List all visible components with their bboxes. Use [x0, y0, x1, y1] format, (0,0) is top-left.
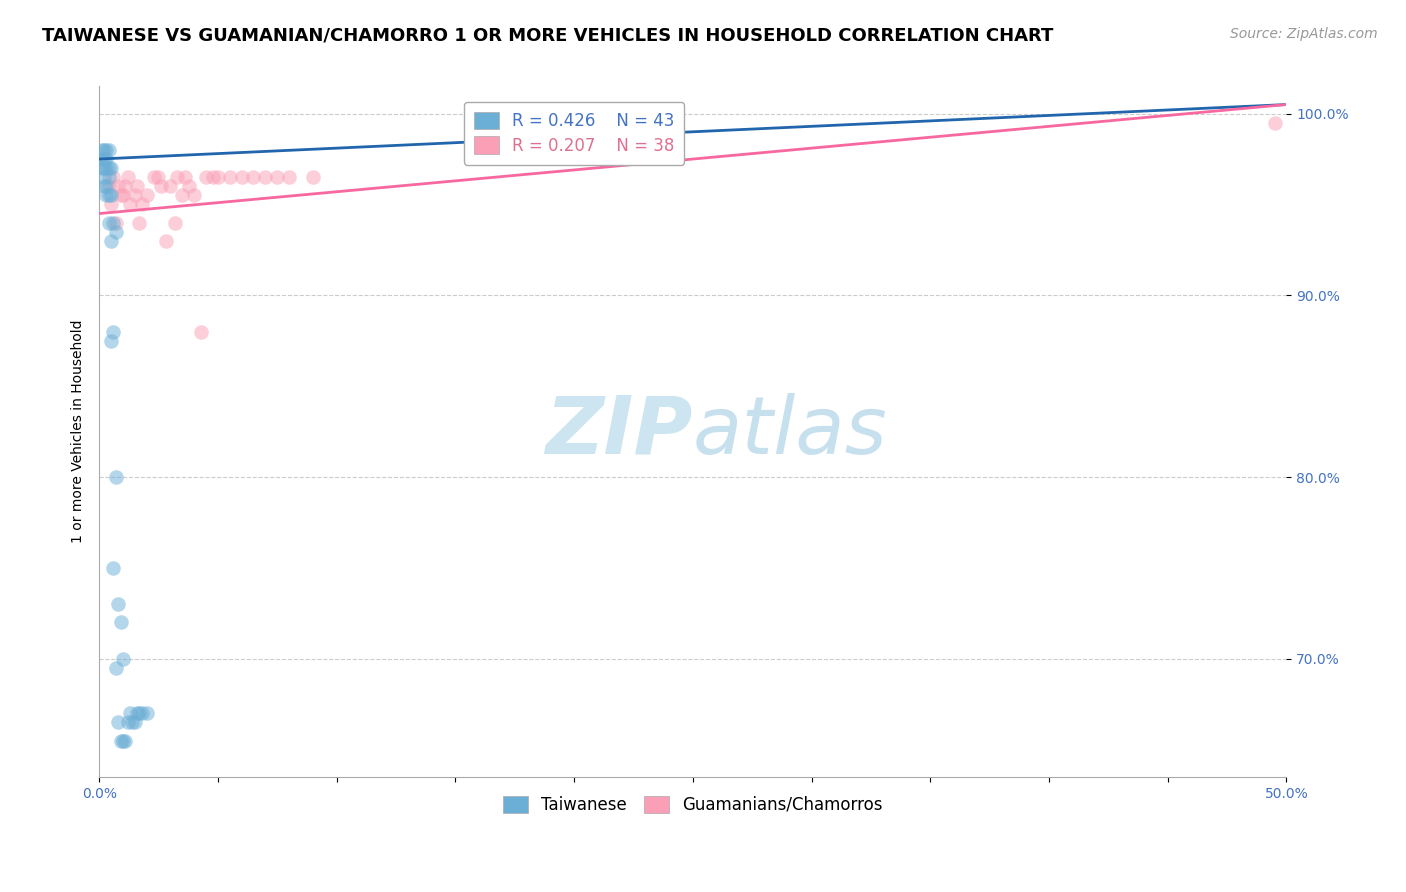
Text: Source: ZipAtlas.com: Source: ZipAtlas.com	[1230, 27, 1378, 41]
Point	[103, 325, 125, 339]
Point	[124, 188, 146, 202]
Point	[90, 143, 112, 157]
Point	[104, 216, 127, 230]
Point	[135, 706, 157, 721]
Point	[266, 170, 288, 185]
Point	[110, 615, 132, 630]
Legend: Taiwanese, Guamanians/Chamorros: Taiwanese, Guamanians/Chamorros	[494, 786, 893, 824]
Point	[118, 706, 141, 721]
Point	[104, 470, 127, 484]
Point	[195, 170, 218, 185]
Point	[278, 170, 301, 185]
Point	[111, 188, 134, 202]
Point	[107, 715, 129, 730]
Point	[96, 188, 118, 202]
Point	[100, 188, 122, 202]
Point	[103, 561, 125, 575]
Point	[166, 170, 188, 185]
Point	[93, 170, 115, 185]
Point	[96, 143, 118, 157]
Text: TAIWANESE VS GUAMANIAN/CHAMORRO 1 OR MORE VEHICLES IN HOUSEHOLD CORRELATION CHAR: TAIWANESE VS GUAMANIAN/CHAMORRO 1 OR MOR…	[42, 27, 1053, 45]
Point	[190, 325, 212, 339]
Point	[121, 715, 143, 730]
Point	[111, 652, 134, 666]
Point	[107, 597, 129, 611]
Point	[100, 234, 122, 248]
Point	[93, 179, 115, 194]
Text: atlas: atlas	[693, 392, 887, 471]
Point	[97, 188, 120, 202]
Point	[114, 733, 136, 747]
Point	[302, 170, 325, 185]
Point	[103, 170, 125, 185]
Point	[96, 152, 118, 166]
Point	[90, 152, 112, 166]
Point	[100, 197, 122, 211]
Y-axis label: 1 or more Vehicles in Household: 1 or more Vehicles in Household	[72, 320, 86, 543]
Point	[179, 179, 201, 194]
Point	[117, 715, 139, 730]
Point	[131, 706, 153, 721]
Point	[131, 197, 153, 211]
Point	[97, 179, 120, 194]
Point	[93, 143, 115, 157]
Point	[111, 733, 134, 747]
Point	[110, 188, 132, 202]
Point	[118, 197, 141, 211]
Point	[97, 216, 120, 230]
Point	[127, 179, 149, 194]
Point	[155, 234, 177, 248]
Point	[96, 161, 118, 175]
Point	[254, 170, 277, 185]
Point	[90, 161, 112, 175]
Point	[172, 188, 194, 202]
Point	[93, 161, 115, 175]
Point	[1264, 116, 1286, 130]
Point	[165, 216, 187, 230]
Point	[100, 161, 122, 175]
Point	[110, 733, 132, 747]
Point	[207, 170, 229, 185]
Point	[96, 179, 118, 194]
Text: ZIP: ZIP	[546, 392, 693, 471]
Point	[128, 216, 150, 230]
Point	[103, 216, 125, 230]
Point	[149, 179, 172, 194]
Point	[218, 170, 240, 185]
Point	[97, 143, 120, 157]
Point	[173, 170, 195, 185]
Point	[183, 188, 205, 202]
Point	[93, 152, 115, 166]
Point	[159, 179, 181, 194]
Point	[117, 170, 139, 185]
Point	[97, 161, 120, 175]
Point	[124, 715, 146, 730]
Point	[135, 188, 157, 202]
Point	[142, 170, 165, 185]
Point	[127, 706, 149, 721]
Point	[114, 179, 136, 194]
Point	[231, 170, 253, 185]
Point	[202, 170, 225, 185]
Point	[128, 706, 150, 721]
Point	[107, 179, 129, 194]
Point	[104, 661, 127, 675]
Point	[104, 225, 127, 239]
Point	[100, 334, 122, 348]
Point	[97, 170, 120, 185]
Point	[242, 170, 264, 185]
Point	[148, 170, 170, 185]
